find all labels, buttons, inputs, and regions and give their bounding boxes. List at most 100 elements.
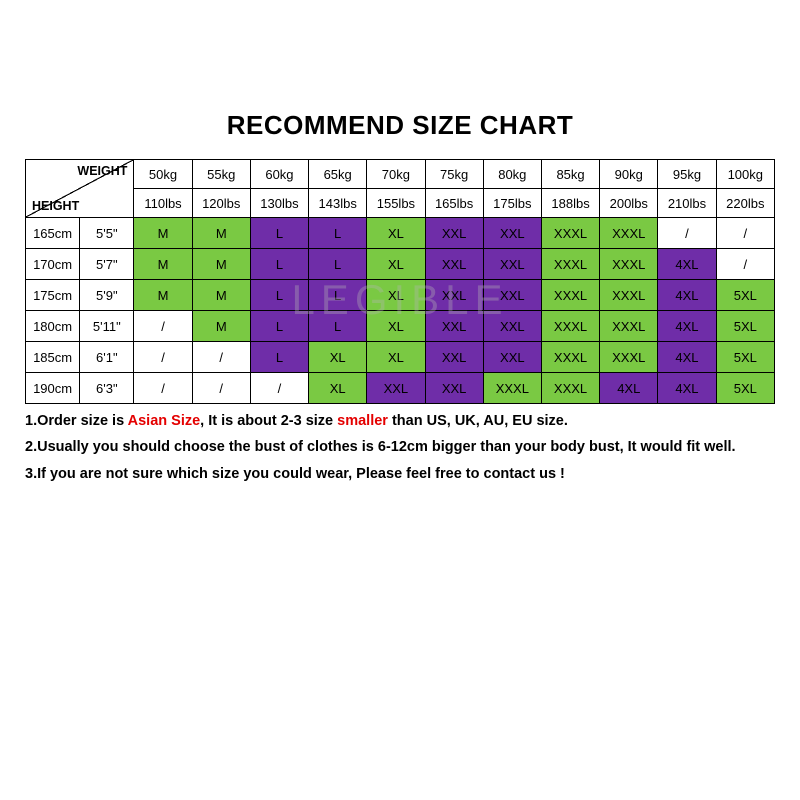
axis-label-weight: WEIGHT <box>77 164 127 178</box>
size-cell: 5XL <box>716 373 774 404</box>
weight-header-lbs: 210lbs <box>658 189 716 218</box>
note-line-3: 3.If you are not sure which size you cou… <box>25 463 775 485</box>
note1-post: than US, UK, AU, EU size. <box>388 413 568 429</box>
size-cell: XL <box>309 342 367 373</box>
size-cell: L <box>309 249 367 280</box>
size-cell: XXL <box>425 342 483 373</box>
weight-header-kg: 95kg <box>658 160 716 189</box>
size-cell: M <box>192 280 250 311</box>
note1-mid: , It is about 2-3 size <box>200 413 337 429</box>
size-chart-container: RECOMMEND SIZE CHART LEGIBLE WEIGHTHEIGH… <box>25 0 775 485</box>
size-cell: 4XL <box>658 249 716 280</box>
size-cell: 5XL <box>716 280 774 311</box>
size-cell: M <box>134 280 192 311</box>
weight-header-lbs: 188lbs <box>541 189 599 218</box>
size-cell: XXL <box>483 342 541 373</box>
size-cell: XXXL <box>600 280 658 311</box>
size-cell: XXL <box>425 249 483 280</box>
size-cell: 5XL <box>716 342 774 373</box>
size-cell: XXXL <box>541 218 599 249</box>
size-cell: L <box>250 218 308 249</box>
size-cell: / <box>716 218 774 249</box>
weight-header-lbs: 110lbs <box>134 189 192 218</box>
size-cell: / <box>658 218 716 249</box>
weight-header-kg: 90kg <box>600 160 658 189</box>
weight-header-lbs: 130lbs <box>250 189 308 218</box>
weight-header-kg: 75kg <box>425 160 483 189</box>
height-header-ft: 6'3" <box>80 373 134 404</box>
notes-block: 1.Order size is Asian Size, It is about … <box>25 410 775 485</box>
size-cell: L <box>250 311 308 342</box>
size-cell: XXXL <box>600 311 658 342</box>
chart-title: RECOMMEND SIZE CHART <box>25 110 775 141</box>
height-header-ft: 5'5" <box>80 218 134 249</box>
note1-red1: Asian Size <box>128 413 201 429</box>
size-cell: / <box>134 311 192 342</box>
weight-header-kg: 50kg <box>134 160 192 189</box>
weight-header-lbs: 200lbs <box>600 189 658 218</box>
weight-header-lbs: 155lbs <box>367 189 425 218</box>
height-header-cm: 190cm <box>26 373 80 404</box>
weight-header-kg: 55kg <box>192 160 250 189</box>
size-cell: L <box>250 280 308 311</box>
size-cell: 4XL <box>658 280 716 311</box>
size-cell: XXXL <box>600 218 658 249</box>
height-header-cm: 185cm <box>26 342 80 373</box>
size-cell: XL <box>367 249 425 280</box>
size-cell: / <box>192 373 250 404</box>
size-cell: L <box>250 249 308 280</box>
weight-header-kg: 80kg <box>483 160 541 189</box>
size-cell: XL <box>367 311 425 342</box>
note1-pre: 1.Order size is <box>25 413 128 429</box>
height-header-cm: 175cm <box>26 280 80 311</box>
size-cell: XXXL <box>600 249 658 280</box>
size-cell: XXL <box>483 218 541 249</box>
size-cell: L <box>250 342 308 373</box>
size-cell: XL <box>367 218 425 249</box>
size-cell: XXL <box>367 373 425 404</box>
size-cell: L <box>309 311 367 342</box>
weight-header-kg: 60kg <box>250 160 308 189</box>
note-line-1: 1.Order size is Asian Size, It is about … <box>25 410 775 432</box>
size-chart-table: WEIGHTHEIGHT50kg55kg60kg65kg70kg75kg80kg… <box>25 159 775 404</box>
size-cell: XL <box>367 342 425 373</box>
height-header-ft: 5'11" <box>80 311 134 342</box>
size-cell: XXXL <box>483 373 541 404</box>
size-cell: 4XL <box>658 373 716 404</box>
size-cell: 4XL <box>600 373 658 404</box>
height-header-cm: 170cm <box>26 249 80 280</box>
weight-header-kg: 100kg <box>716 160 774 189</box>
size-cell: XXL <box>483 311 541 342</box>
height-header-ft: 6'1" <box>80 342 134 373</box>
size-cell: M <box>192 311 250 342</box>
note-line-2: 2.Usually you should choose the bust of … <box>25 436 775 458</box>
size-cell: M <box>192 249 250 280</box>
size-cell: XXL <box>425 280 483 311</box>
size-cell: / <box>192 342 250 373</box>
size-cell: 4XL <box>658 342 716 373</box>
size-cell: M <box>192 218 250 249</box>
size-cell: / <box>134 373 192 404</box>
size-cell: XXXL <box>541 280 599 311</box>
size-cell: M <box>134 218 192 249</box>
size-cell: XXXL <box>541 249 599 280</box>
weight-header-lbs: 120lbs <box>192 189 250 218</box>
table-wrapper: LEGIBLE WEIGHTHEIGHT50kg55kg60kg65kg70kg… <box>25 159 775 404</box>
corner-cell: WEIGHT HEIGHT <box>26 160 134 218</box>
weight-header-kg: 85kg <box>541 160 599 189</box>
weight-header-lbs: 143lbs <box>309 189 367 218</box>
height-header-ft: 5'7" <box>80 249 134 280</box>
size-cell: L <box>309 280 367 311</box>
size-cell: / <box>716 249 774 280</box>
size-cell: L <box>309 218 367 249</box>
size-cell: M <box>134 249 192 280</box>
size-cell: XXL <box>483 249 541 280</box>
weight-header-lbs: 165lbs <box>425 189 483 218</box>
axis-label-height: HEIGHT <box>32 199 79 213</box>
size-cell: XL <box>309 373 367 404</box>
size-cell: XXL <box>425 311 483 342</box>
size-cell: XXXL <box>600 342 658 373</box>
weight-header-lbs: 220lbs <box>716 189 774 218</box>
height-header-ft: 5'9" <box>80 280 134 311</box>
size-cell: XXXL <box>541 373 599 404</box>
